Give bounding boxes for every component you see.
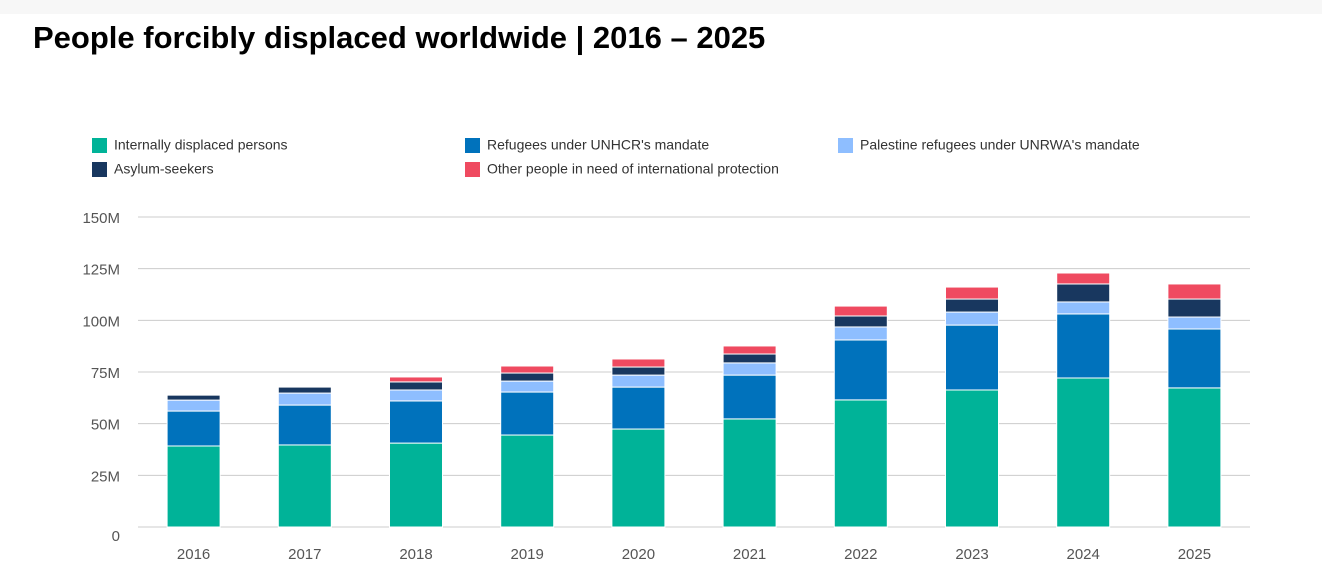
bar-segment bbox=[833, 339, 888, 401]
bar-segment bbox=[1167, 283, 1222, 300]
bar-segment bbox=[500, 434, 555, 528]
bar-segment bbox=[166, 399, 221, 412]
bar-segment bbox=[277, 444, 332, 528]
x-tick-label: 2024 bbox=[1067, 546, 1100, 563]
bar-segment bbox=[1056, 301, 1111, 315]
bar-segment bbox=[945, 389, 999, 528]
legend-label: Internally displaced persons bbox=[114, 137, 288, 153]
bar-segment bbox=[722, 418, 777, 528]
bar-segment bbox=[945, 311, 999, 326]
bar-segment bbox=[277, 392, 332, 406]
y-tick-label: 100M bbox=[82, 313, 120, 330]
x-tick-label: 2023 bbox=[955, 546, 988, 563]
bar-segment bbox=[833, 399, 888, 528]
y-tick-label: 0 bbox=[112, 528, 120, 545]
bar-segment bbox=[611, 366, 666, 376]
bar-segment bbox=[611, 428, 666, 528]
bar-segment bbox=[277, 404, 332, 446]
bar-segment bbox=[1056, 377, 1111, 528]
bar-segment bbox=[945, 324, 999, 391]
legend-swatch bbox=[465, 162, 480, 177]
bar-segment bbox=[1056, 272, 1111, 285]
y-tick-label: 50M bbox=[91, 417, 120, 434]
legend-label: Other people in need of international pr… bbox=[487, 161, 779, 177]
legend-label: Asylum-seekers bbox=[114, 161, 214, 177]
x-tick-label: 2020 bbox=[622, 546, 655, 563]
legend-swatch bbox=[92, 162, 107, 177]
bar-segment bbox=[389, 400, 443, 444]
x-tick-label: 2019 bbox=[511, 546, 544, 563]
x-tick-label: 2018 bbox=[399, 546, 432, 563]
bar-segment bbox=[833, 315, 888, 328]
bar-segment bbox=[166, 445, 221, 528]
x-tick-label: 2017 bbox=[288, 546, 321, 563]
bar-segment bbox=[1167, 387, 1222, 528]
bar-segment bbox=[1167, 316, 1222, 330]
bar-segment bbox=[277, 386, 332, 394]
bar-segment bbox=[611, 386, 666, 430]
legend-swatch bbox=[838, 138, 853, 153]
bar-segment bbox=[500, 372, 555, 382]
legend-swatch bbox=[92, 138, 107, 153]
bar-segment bbox=[1167, 298, 1222, 318]
bar-segment bbox=[722, 362, 777, 376]
bar-segment bbox=[945, 298, 999, 313]
y-tick-label: 150M bbox=[82, 210, 120, 227]
x-tick-label: 2016 bbox=[177, 546, 210, 563]
legend-swatch bbox=[465, 138, 480, 153]
bar-segment bbox=[500, 391, 555, 436]
y-tick-label: 75M bbox=[91, 365, 120, 382]
top-strip bbox=[0, 0, 1322, 14]
x-tick-label: 2025 bbox=[1178, 546, 1211, 563]
y-tick-label: 125M bbox=[82, 262, 120, 279]
bar-segment bbox=[833, 305, 888, 317]
bar-segment bbox=[1167, 328, 1222, 389]
legend-label: Palestine refugees under UNRWA's mandate bbox=[860, 137, 1140, 153]
y-tick-label: 25M bbox=[91, 468, 120, 485]
bar-segment bbox=[722, 353, 777, 364]
bar-segment bbox=[833, 326, 888, 341]
bar-segment bbox=[389, 442, 443, 528]
bar-segment bbox=[389, 381, 443, 391]
bar-segment bbox=[166, 410, 221, 447]
bar-segment bbox=[722, 345, 777, 355]
bar-segment bbox=[611, 374, 666, 388]
bar-segment bbox=[722, 374, 777, 420]
chart-title: People forcibly displaced worldwide | 20… bbox=[33, 20, 765, 55]
bar-segment bbox=[389, 389, 443, 402]
bar-segment bbox=[611, 358, 666, 368]
bar-segment bbox=[1056, 283, 1111, 303]
bar-segment bbox=[1056, 313, 1111, 379]
x-tick-label: 2022 bbox=[844, 546, 877, 563]
bar-segment bbox=[500, 365, 555, 374]
legend-label: Refugees under UNHCR's mandate bbox=[487, 137, 709, 153]
bar-segment bbox=[389, 376, 443, 383]
bar-segment bbox=[945, 286, 999, 300]
bar-segment bbox=[166, 394, 221, 401]
x-tick-label: 2021 bbox=[733, 546, 766, 563]
bar-segment bbox=[500, 380, 555, 393]
